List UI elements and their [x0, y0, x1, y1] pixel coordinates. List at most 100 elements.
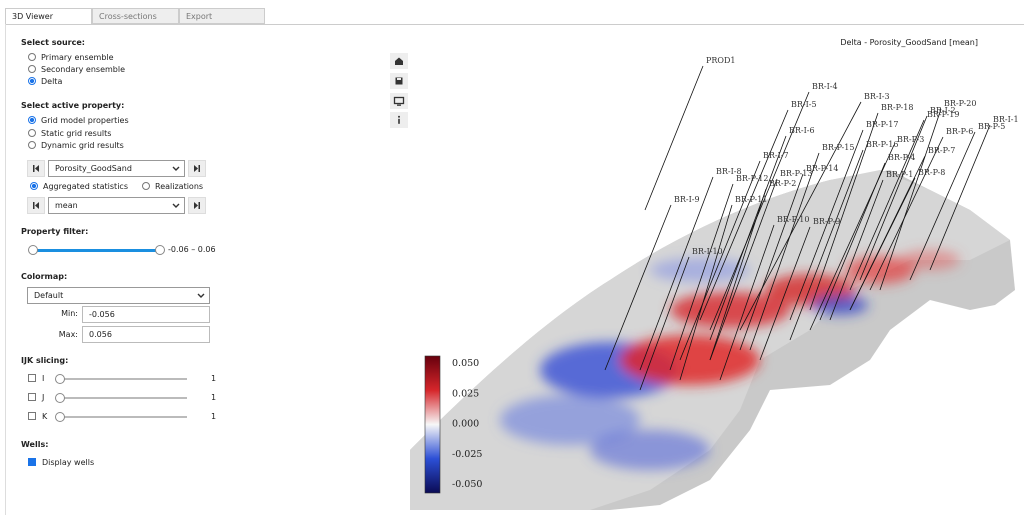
- slider-handle[interactable]: [55, 412, 65, 422]
- well-path: [709, 188, 767, 361]
- well-label: BR-I-9: [674, 195, 700, 204]
- well-label: BR-P-5: [978, 122, 1005, 131]
- input[interactable]: -0.056: [82, 306, 210, 323]
- box: [28, 412, 36, 420]
- checkbox[interactable]: I: [28, 374, 44, 384]
- well-label: BR-P-14: [806, 164, 838, 173]
- radio[interactable]: Realizations: [142, 182, 203, 192]
- well-path: [669, 183, 734, 371]
- well-label: BR-P-15: [822, 143, 854, 152]
- colorbar-label: -0.050: [452, 479, 482, 490]
- well-path: [699, 109, 789, 321]
- icon: [33, 165, 39, 172]
- slider-handle[interactable]: [55, 393, 65, 403]
- label: Aggregated statistics: [43, 182, 128, 191]
- next-button[interactable]: [188, 197, 206, 214]
- slider-track: [60, 416, 187, 418]
- colorbar-label: 0.050: [452, 358, 479, 369]
- slider-track: [60, 397, 187, 399]
- slider-value: 1: [211, 412, 217, 421]
- next-button[interactable]: [188, 160, 206, 177]
- home-button[interactable]: [390, 53, 408, 69]
- radio[interactable]: Delta: [28, 77, 62, 87]
- range-slider[interactable]: [33, 249, 159, 252]
- chevron: [172, 166, 180, 171]
- well-label: BR-I-8: [716, 167, 742, 176]
- well-label: BR-P-17: [866, 120, 898, 129]
- well-label: BR-P-16: [866, 140, 898, 149]
- viewer-title: Delta - Porosity_GoodSand [mean]: [840, 38, 978, 47]
- label: Primary ensemble: [41, 53, 114, 62]
- checkbox[interactable]: J: [28, 393, 44, 403]
- well-label: BR-P-2: [769, 179, 796, 188]
- box: [28, 393, 36, 401]
- colorbar-label: -0.025: [452, 449, 482, 460]
- tab[interactable]: Cross-sections: [92, 8, 179, 24]
- select[interactable]: Default: [27, 287, 210, 304]
- checkbox[interactable]: Display wells: [28, 458, 94, 468]
- label: Dynamic grid results: [41, 141, 124, 150]
- screen-button[interactable]: [390, 93, 408, 109]
- box: [28, 374, 36, 382]
- panel-border: [5, 24, 6, 515]
- well-label: BR-I-3: [864, 92, 890, 101]
- label: K: [42, 412, 48, 421]
- label: Secondary ensemble: [41, 65, 126, 74]
- tab[interactable]: Export: [179, 8, 265, 24]
- select[interactable]: mean: [48, 197, 185, 214]
- well-label: BR-P-13: [780, 169, 812, 178]
- select[interactable]: Porosity_GoodSand: [48, 160, 185, 177]
- well-path: [709, 91, 810, 331]
- checkbox[interactable]: K: [28, 412, 47, 422]
- colorbar-label: 0.000: [452, 419, 479, 430]
- well-path: [709, 178, 778, 361]
- tab[interactable]: 3D Viewer: [5, 8, 92, 24]
- well-path: [789, 129, 864, 321]
- well-path: [644, 65, 704, 211]
- icon: [194, 165, 200, 172]
- slider-handle[interactable]: [55, 374, 65, 384]
- well-label: BR-P-12: [736, 174, 768, 183]
- well-path: [679, 160, 761, 361]
- radio[interactable]: Static grid results: [28, 129, 111, 139]
- property-field: [500, 250, 960, 470]
- label: Min:: [61, 309, 78, 318]
- radio[interactable]: Primary ensemble: [28, 53, 114, 63]
- well-path: [909, 131, 976, 281]
- well-path: [879, 108, 942, 291]
- chevron: [172, 203, 180, 208]
- slider-track: [60, 378, 187, 380]
- icon: [395, 57, 403, 65]
- radio[interactable]: Dynamic grid results: [28, 141, 124, 151]
- radio[interactable]: Grid model properties: [28, 116, 129, 126]
- well-path: [639, 176, 714, 371]
- icon: [398, 115, 400, 124]
- save-button[interactable]: [390, 73, 408, 89]
- well-path: [709, 135, 787, 341]
- radio[interactable]: Secondary ensemble: [28, 65, 125, 75]
- slider-value: 1: [211, 374, 217, 383]
- radio[interactable]: Aggregated statistics: [30, 182, 128, 192]
- label: Grid model properties: [41, 116, 129, 125]
- slider-handle[interactable]: [155, 245, 165, 255]
- info-button[interactable]: [390, 112, 408, 128]
- prev-button[interactable]: [27, 160, 45, 177]
- heading: IJK slicing:: [21, 356, 69, 365]
- chevron: [197, 293, 205, 298]
- well-label: BR-P-11: [735, 195, 767, 204]
- range-label: -0.06 – 0.06: [168, 245, 216, 254]
- slider-handle[interactable]: [28, 245, 38, 255]
- select-value: mean: [55, 201, 78, 210]
- well-label: BR-P-3: [897, 135, 924, 144]
- input[interactable]: 0.056: [82, 326, 210, 343]
- tab-line: [5, 24, 1024, 25]
- viewer-3d[interactable]: Delta - Porosity_GoodSand [mean] PROD1 BR…: [410, 30, 1024, 510]
- prev-button[interactable]: [27, 197, 45, 214]
- well-path: [639, 256, 690, 391]
- colorbar: [424, 355, 441, 494]
- well-label: BR-I-5: [791, 100, 817, 109]
- well-path: [929, 124, 991, 271]
- well-label: BR-P-19: [927, 110, 959, 119]
